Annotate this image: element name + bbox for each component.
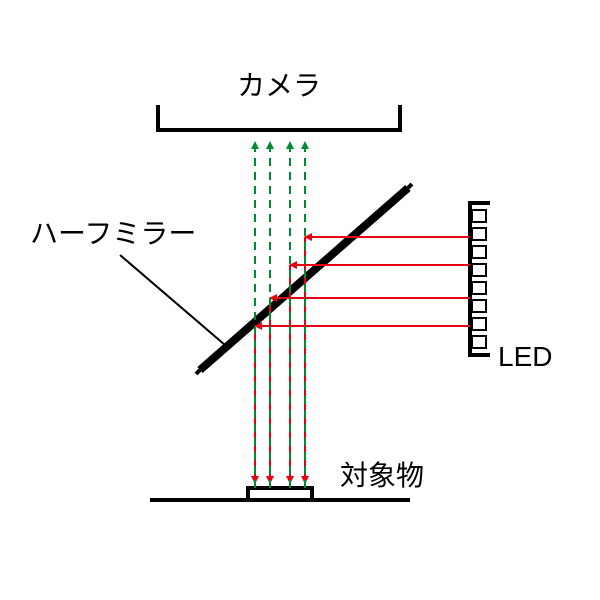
camera-bracket xyxy=(158,105,400,130)
target-label: 対象物 xyxy=(340,460,424,491)
led-rays xyxy=(255,237,470,483)
led-segments xyxy=(472,210,486,348)
camera-label: カメラ xyxy=(237,70,321,101)
half-mirror-label: ハーフミラー xyxy=(30,218,196,249)
optics-diagram: カメラ ハーフミラー LED 対象物 xyxy=(0,0,600,600)
led-bracket xyxy=(470,203,490,355)
half-mirror-leader xyxy=(120,255,225,345)
led-label: LED xyxy=(498,341,552,372)
